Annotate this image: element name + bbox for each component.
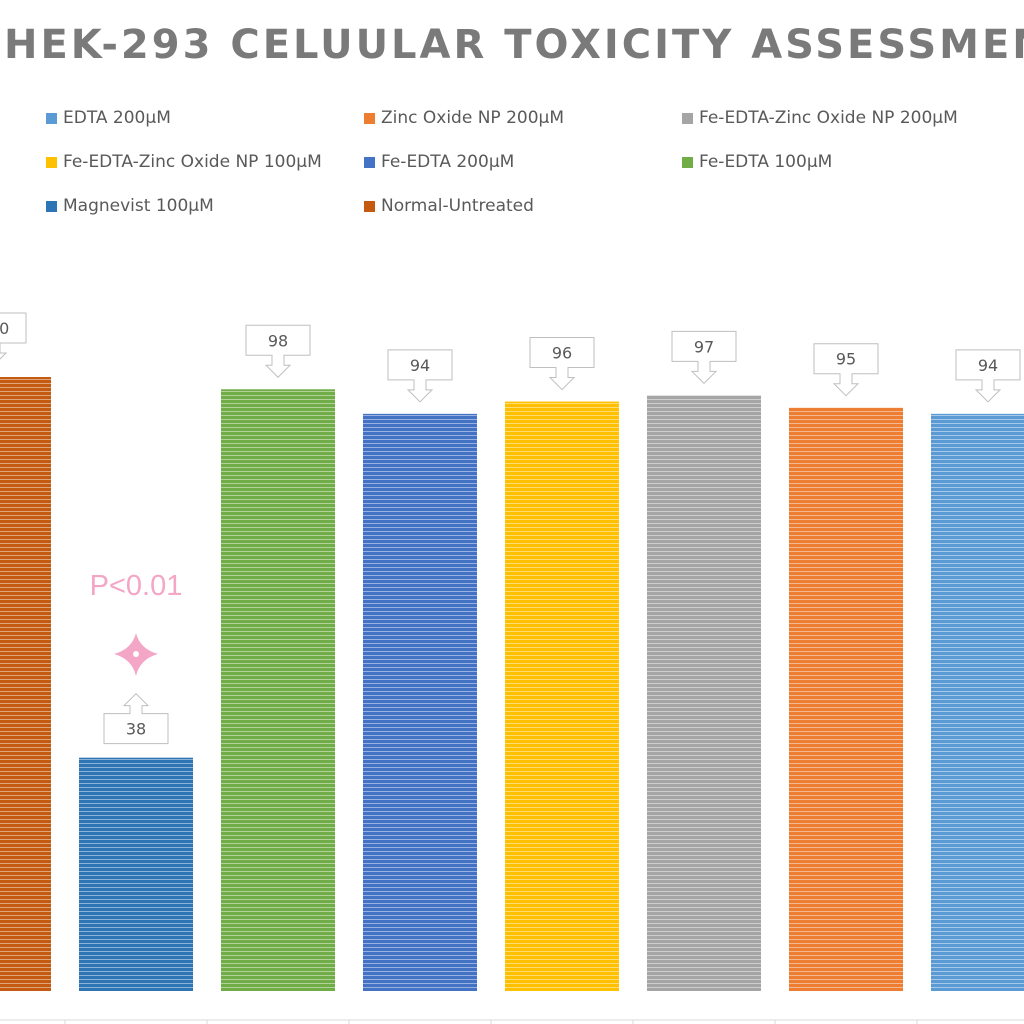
legend-label: Normal-Untreated xyxy=(381,196,534,216)
data-label: 97 xyxy=(694,337,714,356)
legend-item: Fe-EDTA 100µM xyxy=(682,150,832,174)
data-label-callout xyxy=(529,337,595,391)
legend-label: Magnevist 100µM xyxy=(63,196,214,216)
legend-label: Zinc Oxide NP 200µM xyxy=(381,108,565,128)
legend-label: EDTA 200µM xyxy=(63,108,171,128)
data-label: 38 xyxy=(126,720,146,739)
legend-label: Fe-EDTA-Zinc Oxide NP 200µM xyxy=(699,108,958,128)
data-label: 96 xyxy=(552,344,572,363)
legend-swatch xyxy=(682,156,693,168)
legend-item: EDTA 200µM xyxy=(46,106,171,130)
legend-label: Fe-EDTA 200µM xyxy=(381,152,515,172)
bar xyxy=(79,757,193,991)
data-label-callout xyxy=(103,692,169,745)
legend-label: Fe-EDTA 100µM xyxy=(699,152,833,172)
significance-label: P<0.01 xyxy=(90,570,183,602)
legend-item: Magnevist 100µM xyxy=(46,194,214,218)
legend-swatch xyxy=(46,200,57,212)
bar xyxy=(0,377,51,991)
legend-label: Fe-EDTA-Zinc Oxide NP 100µM xyxy=(63,152,322,172)
legend-item: Normal-Untreated xyxy=(364,194,534,218)
data-label-callout xyxy=(955,349,1021,403)
data-label-callout xyxy=(0,312,27,360)
legend-swatch xyxy=(364,156,375,168)
bar xyxy=(789,407,903,991)
chart-title: HEK-293 CELUULAR TOXICITY ASSESSMENT % xyxy=(4,22,1024,68)
significance-star-center xyxy=(133,651,139,657)
data-label: 94 xyxy=(410,356,430,375)
data-label-callout xyxy=(245,324,311,378)
legend-swatch xyxy=(364,112,375,124)
legend-item: Fe-EDTA-Zinc Oxide NP 100µM xyxy=(46,150,322,174)
data-label-callout xyxy=(671,330,737,385)
data-label: 98 xyxy=(268,331,288,350)
legend-item: Fe-EDTA 200µM xyxy=(364,150,514,174)
data-label-callout xyxy=(813,343,879,397)
bar xyxy=(221,389,335,991)
bar xyxy=(363,413,477,992)
legend-item: Fe-EDTA-Zinc Oxide NP 200µM xyxy=(682,106,958,130)
data-label: 100 xyxy=(0,319,9,338)
bar xyxy=(647,395,761,991)
data-label-callout xyxy=(387,349,453,403)
legend-swatch xyxy=(46,156,57,168)
bar xyxy=(931,413,1024,992)
legend-item: Zinc Oxide NP 200µM xyxy=(364,106,564,130)
legend-swatch xyxy=(46,112,57,124)
data-label: 94 xyxy=(978,356,998,375)
bar xyxy=(505,401,619,991)
legend-swatch xyxy=(364,200,375,212)
data-label: 95 xyxy=(836,350,856,369)
legend-swatch xyxy=(682,112,693,124)
